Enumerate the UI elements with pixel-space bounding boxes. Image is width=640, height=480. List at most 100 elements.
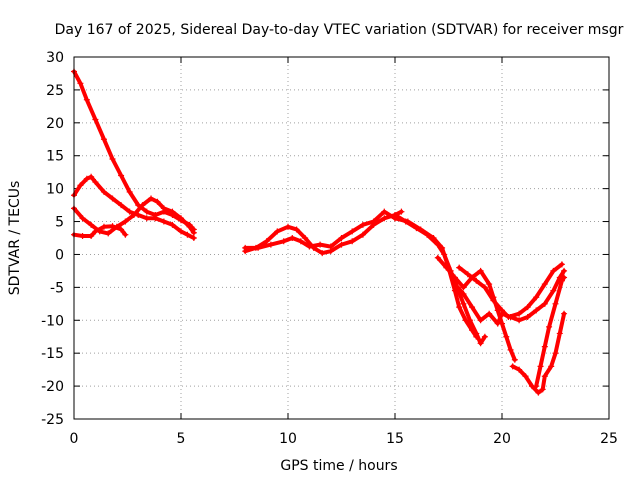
data-point-plus: [505, 313, 512, 320]
data-point-plus: [381, 208, 388, 215]
x-ticks: 0 5 10 15 20 25: [70, 57, 618, 447]
data-point-plus: [503, 333, 510, 340]
y-tick-label: 20: [46, 116, 64, 132]
data-point-plus: [430, 235, 437, 241]
data-point-plus: [302, 235, 309, 241]
data-point-plus: [535, 389, 542, 396]
data-point-plus: [533, 383, 540, 390]
data-point-plus: [255, 244, 262, 251]
data-point-plus: [178, 215, 184, 222]
data-point-plus: [148, 195, 155, 202]
data-point-plus: [118, 226, 125, 233]
data-point-plus: [561, 310, 568, 317]
data-point-plus: [533, 294, 540, 301]
data-point-plus: [338, 241, 345, 248]
data-point-plus: [548, 363, 555, 370]
data-series: [71, 68, 568, 396]
data-point-plus: [537, 363, 544, 370]
series-track-m: [533, 274, 568, 390]
y-tick-label: 5: [55, 215, 64, 231]
y-tick-label: 25: [46, 83, 64, 99]
data-point-plus: [100, 136, 107, 143]
x-tick-label: 5: [177, 431, 186, 447]
data-point-plus: [118, 202, 125, 209]
data-point-plus: [160, 218, 167, 225]
y-tick-label: 10: [46, 182, 64, 198]
data-point-plus: [561, 267, 568, 274]
data-point-plus: [460, 290, 467, 297]
data-point-plus: [79, 233, 86, 240]
data-point-plus: [154, 198, 161, 205]
data-point-plus: [327, 243, 334, 250]
data-point-plus: [556, 330, 563, 337]
x-tick-label: 15: [386, 431, 404, 447]
data-point-plus: [105, 230, 112, 237]
data-point-plus: [460, 300, 467, 307]
data-point-plus: [507, 346, 514, 353]
data-point-plus: [190, 235, 197, 241]
data-point-plus: [451, 274, 458, 281]
series-track-l: [509, 310, 568, 396]
data-point-plus: [139, 202, 146, 209]
data-point-plus: [443, 264, 450, 271]
y-ticks: -25 -20 -15 -10 -5 0 5 10 15 20 25 30: [41, 50, 609, 428]
data-point-plus: [83, 175, 90, 182]
data-point-plus: [349, 228, 356, 235]
data-point-plus: [451, 281, 458, 288]
data-point-plus: [439, 244, 446, 251]
data-point-plus: [490, 297, 497, 304]
data-point-plus: [509, 363, 516, 370]
data-point-plus: [109, 195, 116, 202]
data-point-plus: [550, 287, 557, 294]
y-tick-label: -25: [41, 412, 64, 428]
data-point-plus: [178, 228, 184, 235]
series-track-f: [242, 208, 398, 251]
y-tick-label: 15: [46, 149, 64, 165]
data-point-plus: [126, 188, 133, 195]
data-point-plus: [541, 373, 548, 380]
data-point-plus: [524, 313, 531, 320]
data-point-plus: [417, 226, 424, 233]
data-point-plus: [456, 264, 463, 271]
data-point-plus: [118, 172, 125, 179]
data-point-plus: [552, 300, 559, 307]
series-track-i: [434, 254, 518, 363]
y-tick-label: -5: [50, 280, 64, 296]
data-point-plus: [319, 250, 326, 257]
x-axis-label: GPS time / hours: [280, 458, 397, 474]
data-point-plus: [92, 228, 99, 235]
data-point-plus: [285, 223, 291, 230]
series-line: [393, 216, 479, 339]
data-point-plus: [370, 218, 377, 225]
series-track-b: [71, 173, 197, 241]
data-point-plus: [541, 300, 548, 307]
data-point-plus: [473, 333, 480, 340]
data-point-plus: [349, 238, 356, 245]
data-point-plus: [83, 96, 90, 103]
data-point-plus: [297, 238, 304, 245]
data-point-plus: [92, 179, 99, 186]
x-tick-label: 0: [70, 431, 79, 447]
data-point-plus: [404, 218, 411, 225]
data-point-plus: [539, 386, 546, 393]
data-point-plus: [469, 327, 476, 334]
x-tick-label: 10: [279, 431, 297, 447]
data-point-plus: [541, 343, 548, 350]
data-point-plus: [88, 221, 95, 228]
data-point-plus: [109, 223, 116, 230]
data-point-plus: [143, 215, 150, 222]
data-point-plus: [434, 254, 441, 261]
data-point-plus: [398, 208, 405, 215]
x-tick-label: 20: [493, 431, 511, 447]
data-point-plus: [473, 277, 480, 284]
data-point-plus: [486, 310, 493, 317]
data-point-plus: [152, 215, 159, 222]
data-point-plus: [130, 211, 137, 218]
data-point-plus: [462, 317, 469, 324]
data-point-plus: [186, 223, 193, 230]
series-line: [72, 196, 196, 236]
data-point-plus: [516, 366, 523, 373]
y-tick-label: -10: [41, 313, 64, 329]
data-point-plus: [494, 320, 501, 327]
